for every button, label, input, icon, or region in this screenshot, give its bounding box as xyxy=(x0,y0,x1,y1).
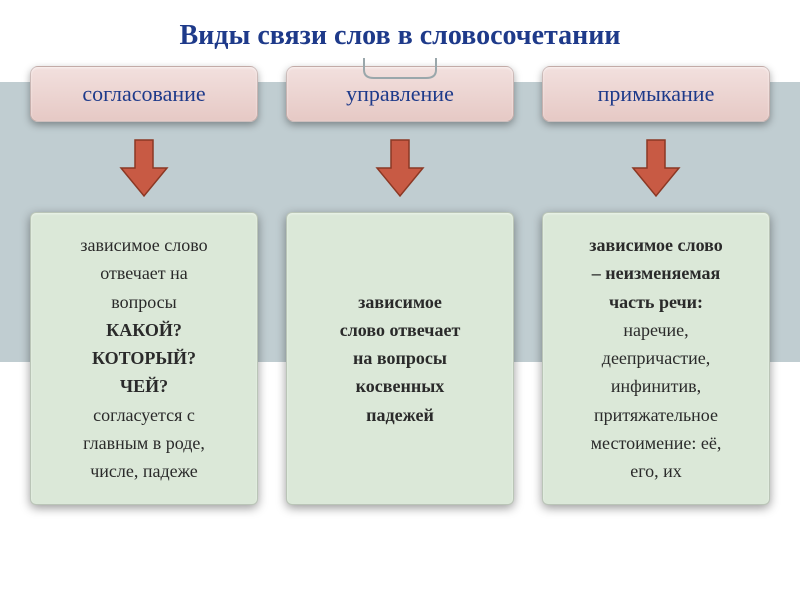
page-title: Виды связи слов в словосочетании xyxy=(30,20,770,52)
card-text: зависимое xyxy=(301,290,499,314)
card-text: слово отвечает xyxy=(301,318,499,342)
card-text: часть речи: xyxy=(557,290,755,314)
card-text: – неизменяемая xyxy=(557,261,755,285)
pill-adjunction: примыкание xyxy=(542,66,770,122)
card-text: зависимое слово xyxy=(45,233,243,257)
arrow-icon xyxy=(629,138,683,200)
card-agreement: зависимое слово отвечает на вопросы КАКО… xyxy=(30,212,258,505)
card-text: местоимение: её, xyxy=(591,433,722,453)
columns-row: согласование зависимое слово отвечает на… xyxy=(30,66,770,505)
card-text: притяжательное xyxy=(557,403,755,427)
main-container: Виды связи слов в словосочетании согласо… xyxy=(0,0,800,600)
column-government: управление зависимое слово отвечает на в… xyxy=(286,66,514,505)
card-text: числе, падеже xyxy=(45,459,243,483)
card-text: главным в роде, xyxy=(45,431,243,455)
card-text: ЧЕЙ? xyxy=(45,374,243,398)
card-text: косвенных xyxy=(301,374,499,398)
card-text: падежей xyxy=(301,403,499,427)
column-adjunction: примыкание зависимое слово – неизменяема… xyxy=(542,66,770,505)
card-text: на вопросы xyxy=(301,346,499,370)
card-text: КОТОРЫЙ? xyxy=(45,346,243,370)
card-text: его, их xyxy=(630,461,682,481)
card-text: отвечает на xyxy=(45,261,243,285)
card-text: вопросы xyxy=(45,290,243,314)
arrow-icon xyxy=(373,138,427,200)
card-text: наречие, xyxy=(557,318,755,342)
card-government: зависимое слово отвечает на вопросы косв… xyxy=(286,212,514,505)
card-text: согласуется с xyxy=(45,403,243,427)
card-text: зависимое слово xyxy=(557,233,755,257)
column-agreement: согласование зависимое слово отвечает на… xyxy=(30,66,258,505)
card-text: деепричастие, xyxy=(557,346,755,370)
pill-government: управление xyxy=(286,66,514,122)
card-text: КАКОЙ? xyxy=(45,318,243,342)
arrow-icon xyxy=(117,138,171,200)
card-text: инфинитив, xyxy=(557,374,755,398)
card-adjunction: зависимое слово – неизменяемая часть реч… xyxy=(542,212,770,505)
pill-agreement: согласование xyxy=(30,66,258,122)
